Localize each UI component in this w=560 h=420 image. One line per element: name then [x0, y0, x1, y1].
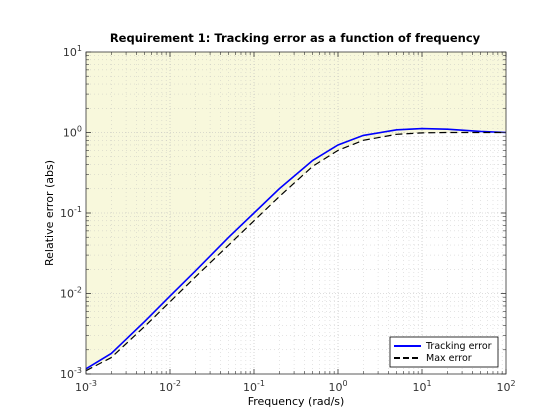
x-tick-label: 100 [328, 379, 347, 394]
y-tick-label: 101 [63, 44, 82, 59]
y-tick-labels: 10-3 10-2 10-1 100 101 [60, 44, 82, 381]
legend-box [389, 336, 499, 368]
grid-lines [86, 52, 506, 374]
y-tick-label: 10-2 [60, 286, 82, 301]
tracking-error-line [85, 127, 507, 370]
x-tick-label: 10-3 [75, 379, 97, 394]
x-tick-label: 10-2 [159, 379, 181, 394]
x-tick-labels: 10-3 10-2 10-1 100 101 102 [75, 379, 516, 394]
axis-ticks [85, 51, 507, 375]
legend-label-max-error: Max error [426, 353, 472, 364]
y-tick-label: 10-3 [60, 366, 82, 381]
max-error-line [85, 131, 506, 372]
y-tick-label: 100 [63, 125, 82, 140]
x-axis-label: Frequency (rad/s) [248, 395, 345, 408]
x-tick-label: 10-1 [243, 379, 265, 394]
y-axis-label: Relative error (abs) [43, 160, 56, 266]
legend-label-tracking-error: Tracking error [425, 341, 492, 352]
x-tick-label: 101 [412, 379, 431, 394]
y-tick-label: 10-1 [60, 205, 82, 220]
x-tick-label: 102 [496, 379, 515, 394]
legend: Tracking error Max error [389, 336, 499, 368]
chart-title: Requirement 1: Tracking error as a funct… [110, 31, 481, 45]
violation-shade-region [86, 52, 506, 371]
